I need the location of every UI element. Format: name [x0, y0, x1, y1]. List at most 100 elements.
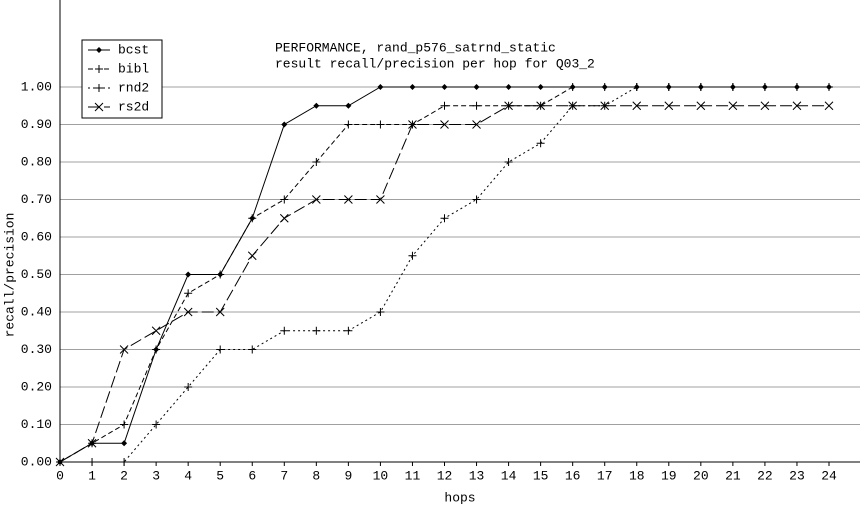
- legend-label: bibl: [118, 61, 149, 76]
- marker: [312, 326, 321, 335]
- marker: [216, 345, 225, 354]
- marker: [184, 289, 193, 298]
- marker: [664, 101, 674, 111]
- marker: [824, 101, 834, 111]
- legend-label: rs2d: [118, 99, 149, 114]
- marker: [345, 102, 352, 109]
- marker: [472, 120, 481, 129]
- marker: [728, 101, 738, 111]
- x-tick-label: 17: [597, 468, 613, 483]
- marker: [248, 214, 257, 223]
- marker: [183, 307, 193, 317]
- marker: [87, 438, 97, 448]
- x-tick-label: 1: [88, 468, 96, 483]
- x-tick-label: 11: [405, 468, 421, 483]
- x-tick-label: 20: [693, 468, 709, 483]
- x-tick-label: 24: [821, 468, 837, 483]
- marker: [185, 271, 192, 278]
- marker: [408, 120, 417, 129]
- marker: [312, 158, 321, 166]
- marker: [120, 420, 129, 429]
- marker: [344, 195, 353, 204]
- x-tick-label: 6: [248, 468, 256, 483]
- marker: [121, 440, 128, 447]
- x-tick-label: 13: [469, 468, 485, 483]
- y-tick-label: 0.40: [21, 304, 52, 319]
- marker: [377, 84, 384, 90]
- x-tick-label: 2: [120, 468, 128, 483]
- marker: [280, 326, 289, 335]
- marker: [441, 84, 448, 90]
- x-tick-label: 10: [373, 468, 389, 483]
- chart-title: PERFORMANCE, rand_p576_satrnd_static: [275, 40, 556, 55]
- marker: [344, 326, 353, 335]
- x-tick-label: 21: [725, 468, 741, 483]
- marker: [696, 101, 706, 111]
- marker: [440, 101, 449, 110]
- x-tick-label: 7: [280, 468, 288, 483]
- marker: [152, 345, 161, 354]
- x-tick-label: 3: [152, 468, 160, 483]
- x-tick-label: 14: [501, 468, 517, 483]
- marker: [409, 84, 416, 90]
- marker: [376, 120, 385, 129]
- marker: [472, 101, 481, 110]
- marker: [760, 83, 769, 91]
- legend-box: [81, 39, 163, 119]
- x-tick-label: 5: [216, 468, 224, 483]
- y-tick-label: 0.50: [21, 267, 52, 282]
- marker: [600, 101, 610, 111]
- marker: [119, 345, 129, 354]
- marker: [311, 195, 321, 204]
- marker: [505, 84, 512, 90]
- y-tick-label: 0.60: [21, 229, 52, 244]
- marker: [248, 345, 257, 354]
- marker: [184, 383, 193, 391]
- marker: [792, 83, 801, 91]
- y-tick-label: 0.10: [21, 417, 52, 432]
- marker: [792, 101, 802, 111]
- marker: [281, 121, 288, 128]
- marker: [473, 84, 480, 90]
- x-tick-label: 19: [661, 468, 677, 483]
- marker: [247, 251, 257, 261]
- marker: [55, 457, 65, 467]
- x-tick-label: 22: [757, 468, 773, 483]
- legend-label: bcst: [118, 42, 149, 57]
- marker: [760, 101, 770, 111]
- marker: [504, 158, 513, 166]
- x-tick-label: 18: [629, 468, 645, 483]
- y-tick-label: 1.00: [21, 79, 52, 94]
- marker: [408, 251, 417, 260]
- marker: [215, 307, 225, 317]
- marker: [568, 101, 578, 111]
- x-tick-label: 4: [184, 468, 192, 483]
- x-tick-label: 16: [565, 468, 581, 483]
- y-tick-label: 0.70: [21, 192, 52, 207]
- marker: [536, 139, 545, 148]
- marker: [536, 101, 545, 111]
- marker: [600, 83, 609, 91]
- legend-marker: [95, 84, 103, 92]
- marker: [568, 83, 577, 91]
- marker: [313, 102, 320, 109]
- marker: [696, 83, 705, 91]
- marker: [440, 214, 449, 223]
- marker: [825, 83, 833, 91]
- legend-marker: [95, 65, 103, 73]
- legend-label: rnd2: [118, 80, 149, 95]
- x-tick-label: 0: [56, 468, 64, 483]
- marker: [216, 270, 225, 279]
- marker: [151, 326, 161, 336]
- marker: [376, 308, 385, 316]
- x-tick-label: 9: [344, 468, 352, 483]
- legend-marker: [96, 47, 102, 53]
- x-tick-label: 12: [437, 468, 453, 483]
- marker: [152, 420, 161, 429]
- marker: [120, 458, 129, 466]
- marker: [537, 84, 544, 90]
- marker: [344, 120, 353, 129]
- chart-subtitle: result recall/precision per hop for Q03_…: [275, 56, 595, 71]
- marker: [440, 120, 449, 129]
